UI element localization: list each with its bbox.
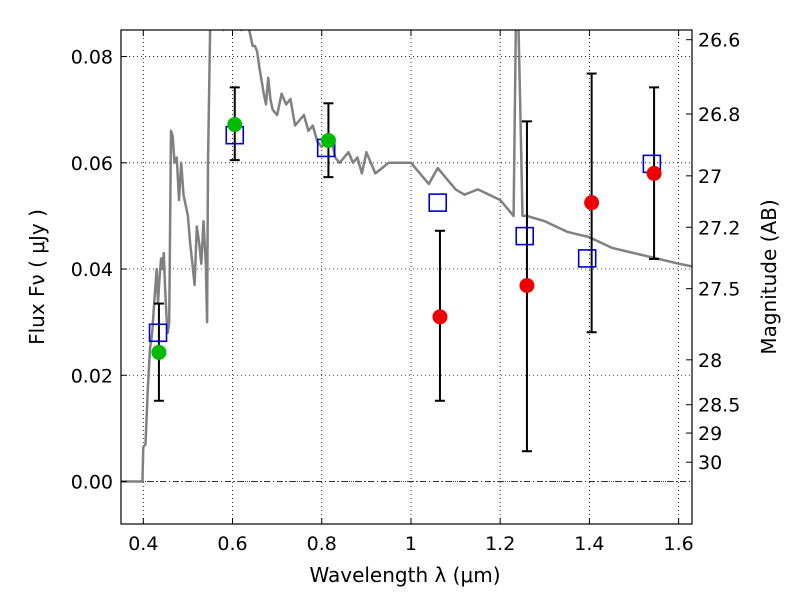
green-detection-point: [227, 117, 243, 133]
y-axis-ticks: 0.00 0.02 0.04 0.06 0.08: [71, 47, 127, 494]
x-tick-label: 0.6: [217, 533, 247, 555]
red-detection-point: [519, 277, 535, 293]
model-photometry-square: [515, 226, 535, 246]
magnitude-tick-label: 26.8: [698, 104, 740, 126]
error-bars: [153, 72, 660, 453]
red-detection-point: [646, 165, 662, 181]
detection-points: [151, 117, 662, 360]
red-detection-point: [432, 309, 448, 325]
plot-area: [121, 30, 692, 483]
x-tick-label: 0.8: [307, 533, 337, 555]
magnitude-tick-label: 26.6: [698, 30, 740, 52]
green-detection-point: [320, 132, 336, 148]
x-tick-label: 1.4: [574, 533, 604, 555]
magnitude-tick-label: 29: [698, 423, 722, 445]
model-photometry-squares: [148, 125, 662, 343]
x-tick-label: 1: [405, 533, 417, 555]
magnitude-tick-label: 27: [698, 166, 722, 188]
y-tick-label: 0.00: [71, 472, 113, 494]
y-tick-label: 0.08: [71, 47, 113, 69]
y-tick-label: 0.04: [71, 259, 113, 281]
x-axis-label: Wavelength λ (μm): [309, 563, 500, 587]
red-detection-point: [584, 195, 600, 211]
model-photometry-square: [577, 249, 597, 268]
green-detection-point: [151, 344, 167, 360]
model-photometry-square: [148, 323, 168, 343]
x-axis-ticks: 0.4 0.6 0.8 1 1.2 1.4 1.6: [128, 30, 694, 555]
magnitude-tick-label: 28: [698, 350, 722, 372]
y-axis-label: Flux Fν ( μJy ): [25, 209, 49, 345]
y-tick-label: 0.06: [71, 153, 113, 175]
magnitude-tick-label: 28.5: [698, 395, 740, 417]
y-tick-label: 0.02: [71, 365, 113, 387]
x-tick-label: 1.6: [664, 533, 694, 555]
magnitude-tick-label: 27.5: [698, 279, 740, 301]
x-tick-label: 1.2: [485, 533, 515, 555]
magnitude-tick-label: 27.2: [698, 217, 740, 239]
model-sed-line: [121, 30, 692, 483]
magnitude-axis-label: Magnitude (AB): [757, 199, 781, 354]
plot-frame: [120, 29, 693, 525]
magnitude-tick-label: 30: [698, 452, 722, 474]
x-tick-label: 0.4: [128, 533, 158, 555]
model-photometry-square: [428, 193, 448, 212]
magnitude-axis-ticks: 26.6 26.8 27 27.2 27.5 28 28.5 29 30: [686, 30, 740, 474]
